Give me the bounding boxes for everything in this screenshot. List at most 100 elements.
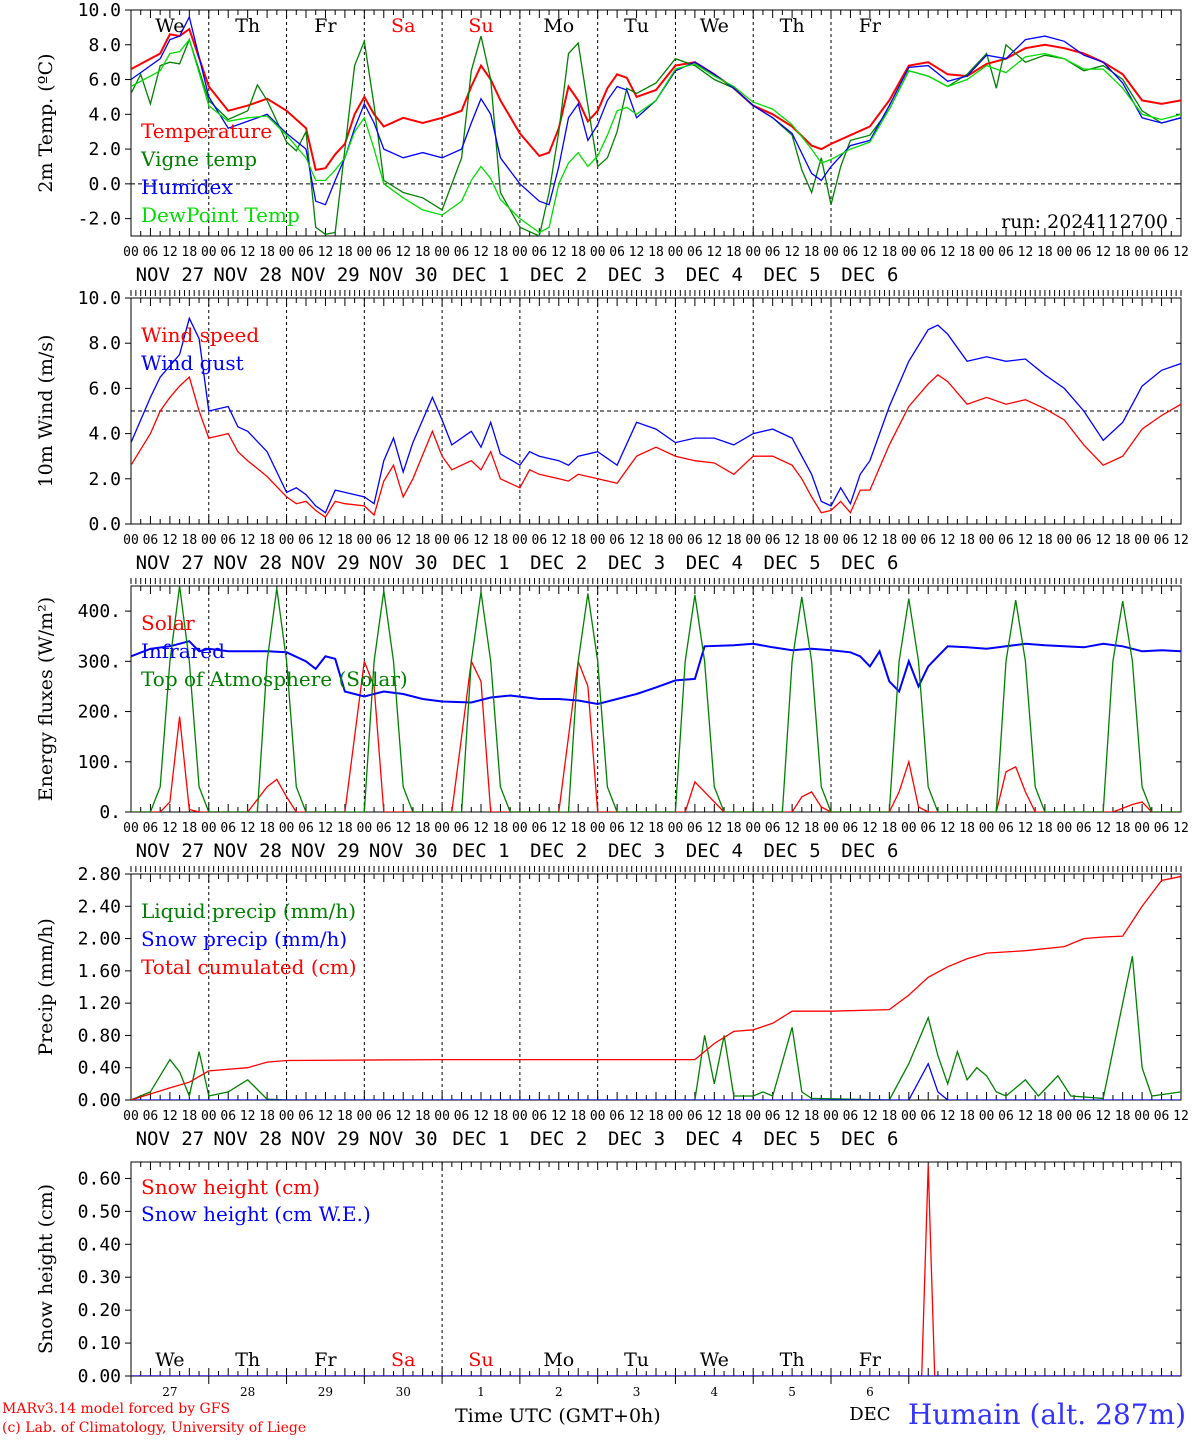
- hour-tick-label: 18: [259, 533, 275, 548]
- hour-tick-label: 06: [220, 245, 236, 260]
- hour-tick-label: 12: [162, 533, 178, 548]
- hour-tick-label: 00: [512, 533, 528, 548]
- hour-tick-label: 18: [959, 533, 975, 548]
- hour-tick-label: 00: [901, 1109, 917, 1124]
- hour-tick-label: 00: [1057, 1109, 1073, 1124]
- y-tick-label: 10.0: [78, 0, 121, 21]
- legend-entry: Solar: [141, 611, 195, 635]
- hour-tick-label: 06: [843, 245, 859, 260]
- date-label: NOV 27: [136, 552, 205, 574]
- hour-tick-label: 18: [259, 1109, 275, 1124]
- hour-tick-label: 06: [532, 245, 548, 260]
- y-tick-label: 10.0: [78, 288, 121, 309]
- weekday-label: Th: [780, 1349, 805, 1371]
- weekday-label: Fr: [859, 1349, 882, 1371]
- y-axis-label: Energy fluxes (W/m²): [35, 597, 57, 801]
- date-label: DEC 2: [530, 264, 587, 286]
- date-label: DEC 6: [841, 552, 898, 574]
- date-label: DEC 2: [530, 840, 587, 862]
- hour-tick-label: 06: [609, 821, 625, 836]
- hour-tick-label: 12: [240, 821, 256, 836]
- hour-tick-label: 12: [1173, 245, 1189, 260]
- hour-tick-label: 00: [279, 821, 295, 836]
- hour-tick-label: 12: [707, 821, 723, 836]
- date-label: DEC 4: [686, 840, 743, 862]
- hour-tick-label: 18: [493, 245, 509, 260]
- weekday-label: We: [155, 15, 184, 37]
- y-tick-label: 4.0: [88, 104, 121, 125]
- date-label: DEC 1: [452, 1128, 509, 1150]
- hour-tick-label: 06: [220, 821, 236, 836]
- hour-tick-label: 06: [1076, 1109, 1092, 1124]
- hour-tick-label: 06: [376, 1109, 392, 1124]
- hour-tick-label: 12: [940, 533, 956, 548]
- hour-tick-label: 12: [629, 821, 645, 836]
- hour-tick-label: 06: [765, 1109, 781, 1124]
- hour-tick-label: 12: [551, 1109, 567, 1124]
- hour-tick-label: 00: [668, 245, 684, 260]
- hour-tick-label: 00: [434, 1109, 450, 1124]
- hour-tick-label: 00: [901, 821, 917, 836]
- hour-tick-label: 18: [570, 1109, 586, 1124]
- day-number-label: 28: [240, 1385, 255, 1399]
- y-tick-label: 6.0: [88, 378, 121, 399]
- y-tick-label: 2.0: [88, 139, 121, 160]
- hour-tick-label: 12: [784, 821, 800, 836]
- date-label: DEC 6: [841, 264, 898, 286]
- weekday-label: We: [700, 15, 729, 37]
- hour-tick-label: 00: [590, 245, 606, 260]
- hour-tick-label: 00: [357, 1109, 373, 1124]
- date-label: NOV 30: [369, 552, 438, 574]
- panel-1: -2.00.02.04.06.08.010.02m Temp. (ºC)00 06…: [35, 0, 1189, 286]
- panel-5: 0.00 0.10 0.20 0.30 0.40 0.50 0.60 Snow height …: [35, 1161, 1182, 1425]
- hour-tick-label: 06: [143, 821, 159, 836]
- hour-tick-label: 18: [1037, 245, 1053, 260]
- hour-tick-label: 18: [1115, 245, 1131, 260]
- hour-tick-label: 00: [357, 245, 373, 260]
- weekday-label: Th: [780, 15, 805, 37]
- date-label: DEC 6: [841, 840, 898, 862]
- hour-tick-label: 18: [182, 1109, 198, 1124]
- hour-tick-label: 00: [1134, 245, 1150, 260]
- hour-tick-label: 00: [668, 821, 684, 836]
- day-number-label: 29: [318, 1385, 333, 1399]
- legend-entry: Humidex: [141, 175, 233, 199]
- hour-tick-label: 18: [648, 1109, 664, 1124]
- date-label: DEC 1: [452, 264, 509, 286]
- weekday-label: Mo: [543, 15, 574, 37]
- hour-tick-label: 06: [998, 245, 1014, 260]
- hour-tick-label: 18: [493, 533, 509, 548]
- legend-entry: Infrared: [141, 639, 225, 663]
- hour-tick-label: 00: [123, 245, 139, 260]
- hour-tick-label: 06: [532, 1109, 548, 1124]
- hour-tick-label: 12: [1018, 245, 1034, 260]
- weekday-label: We: [155, 1349, 184, 1371]
- series-line: [131, 586, 1181, 812]
- hour-tick-label: 18: [804, 821, 820, 836]
- legend-entry: Liquid precip (mm/h): [141, 899, 356, 923]
- day-number-label: 4: [711, 1385, 719, 1399]
- hour-tick-label: 06: [376, 533, 392, 548]
- hour-tick-label: 12: [629, 1109, 645, 1124]
- series-line: [131, 1062, 1181, 1100]
- hour-tick-label: 06: [298, 821, 314, 836]
- hour-tick-label: 00: [823, 1109, 839, 1124]
- run-label: run: 2024112700: [1001, 211, 1168, 233]
- series-line: [131, 659, 1181, 812]
- legend-entry: Wind gust: [141, 351, 244, 375]
- hour-tick-label: 18: [726, 533, 742, 548]
- hour-tick-label: 00: [823, 821, 839, 836]
- y-tick-label: 6.0: [88, 70, 121, 91]
- hour-tick-label: 18: [570, 245, 586, 260]
- hour-tick-label: 06: [454, 533, 470, 548]
- hour-tick-label: 00: [1057, 821, 1073, 836]
- y-tick-label: -2.0: [78, 209, 121, 230]
- hour-tick-label: 18: [337, 533, 353, 548]
- hour-tick-label: 00: [201, 821, 217, 836]
- hour-tick-label: 00: [357, 533, 373, 548]
- hour-tick-label: 12: [1173, 533, 1189, 548]
- hour-tick-label: 18: [493, 821, 509, 836]
- day-number-label: 6: [866, 1385, 874, 1399]
- hour-tick-label: 00: [123, 821, 139, 836]
- date-label: NOV 28: [213, 1128, 282, 1150]
